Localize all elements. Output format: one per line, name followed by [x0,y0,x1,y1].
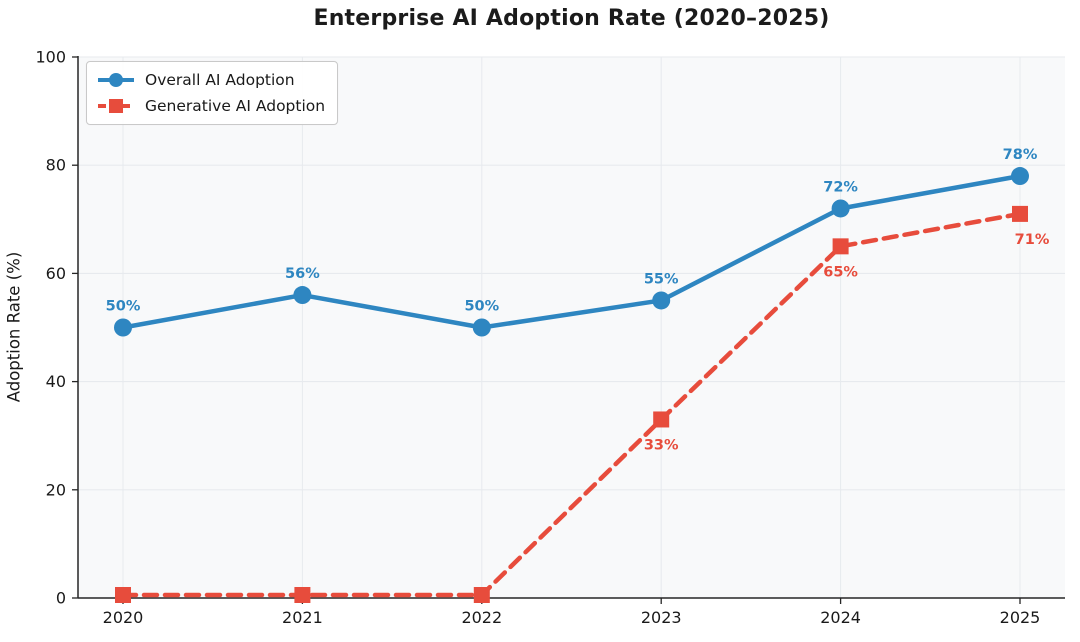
x-tick-label: 2024 [820,608,861,627]
point-label-overall: 72% [823,179,858,195]
legend-item: Overall AI Adoption [96,69,325,91]
point-label-overall: 56% [285,266,320,282]
legend-item-label: Generative AI Adoption [145,97,326,115]
series-line-overall [120,173,1023,330]
x-tick-label: 2025 [1000,608,1041,627]
data-point-genai [653,411,670,428]
legend-sample-genai [98,99,134,113]
data-point-overall [831,199,850,218]
y-tick-label: 20 [46,480,66,499]
point-label-genai: 71% [1015,232,1050,248]
data-point-genai [115,587,131,603]
data-point-overall [472,318,491,337]
point-label-genai: 65% [823,264,858,280]
x-tick-label: 2022 [461,608,502,627]
plot-area [78,57,1065,598]
data-point-overall [1011,167,1029,186]
point-label-overall: 78% [1003,147,1038,163]
y-tick-label: 40 [46,372,66,391]
legend-item-label: Overall AI Adoption [145,71,295,89]
y-tick-label: 80 [46,156,66,175]
series-line-genai [120,211,1023,598]
x-tick-label: 2023 [641,608,682,627]
data-point-overall [652,291,671,310]
data-point-genai [473,587,490,603]
data-point-overall [114,318,132,337]
data-point-genai [294,587,311,603]
legend-item: Generative AI Adoption [96,95,325,117]
point-label-genai: 33% [644,437,679,453]
x-tick-label: 2020 [103,608,144,627]
y-tick-label: 0 [56,589,66,608]
y-tick-label: 60 [46,264,66,283]
data-point-overall [293,286,312,305]
data-point-genai [1012,205,1028,222]
point-label-overall: 50% [464,299,499,315]
point-label-overall: 50% [106,299,141,315]
chart-title: Enterprise AI Adoption Rate (2020–2025) [313,6,830,31]
x-tick-label: 2021 [282,608,323,627]
legend-sample-overall [98,73,134,87]
data-point-genai [832,238,849,255]
y-tick-label: 100 [35,48,66,67]
point-label-overall: 55% [644,271,679,287]
legend: Overall AI Adoption Generative AI Adoptio… [86,61,339,125]
